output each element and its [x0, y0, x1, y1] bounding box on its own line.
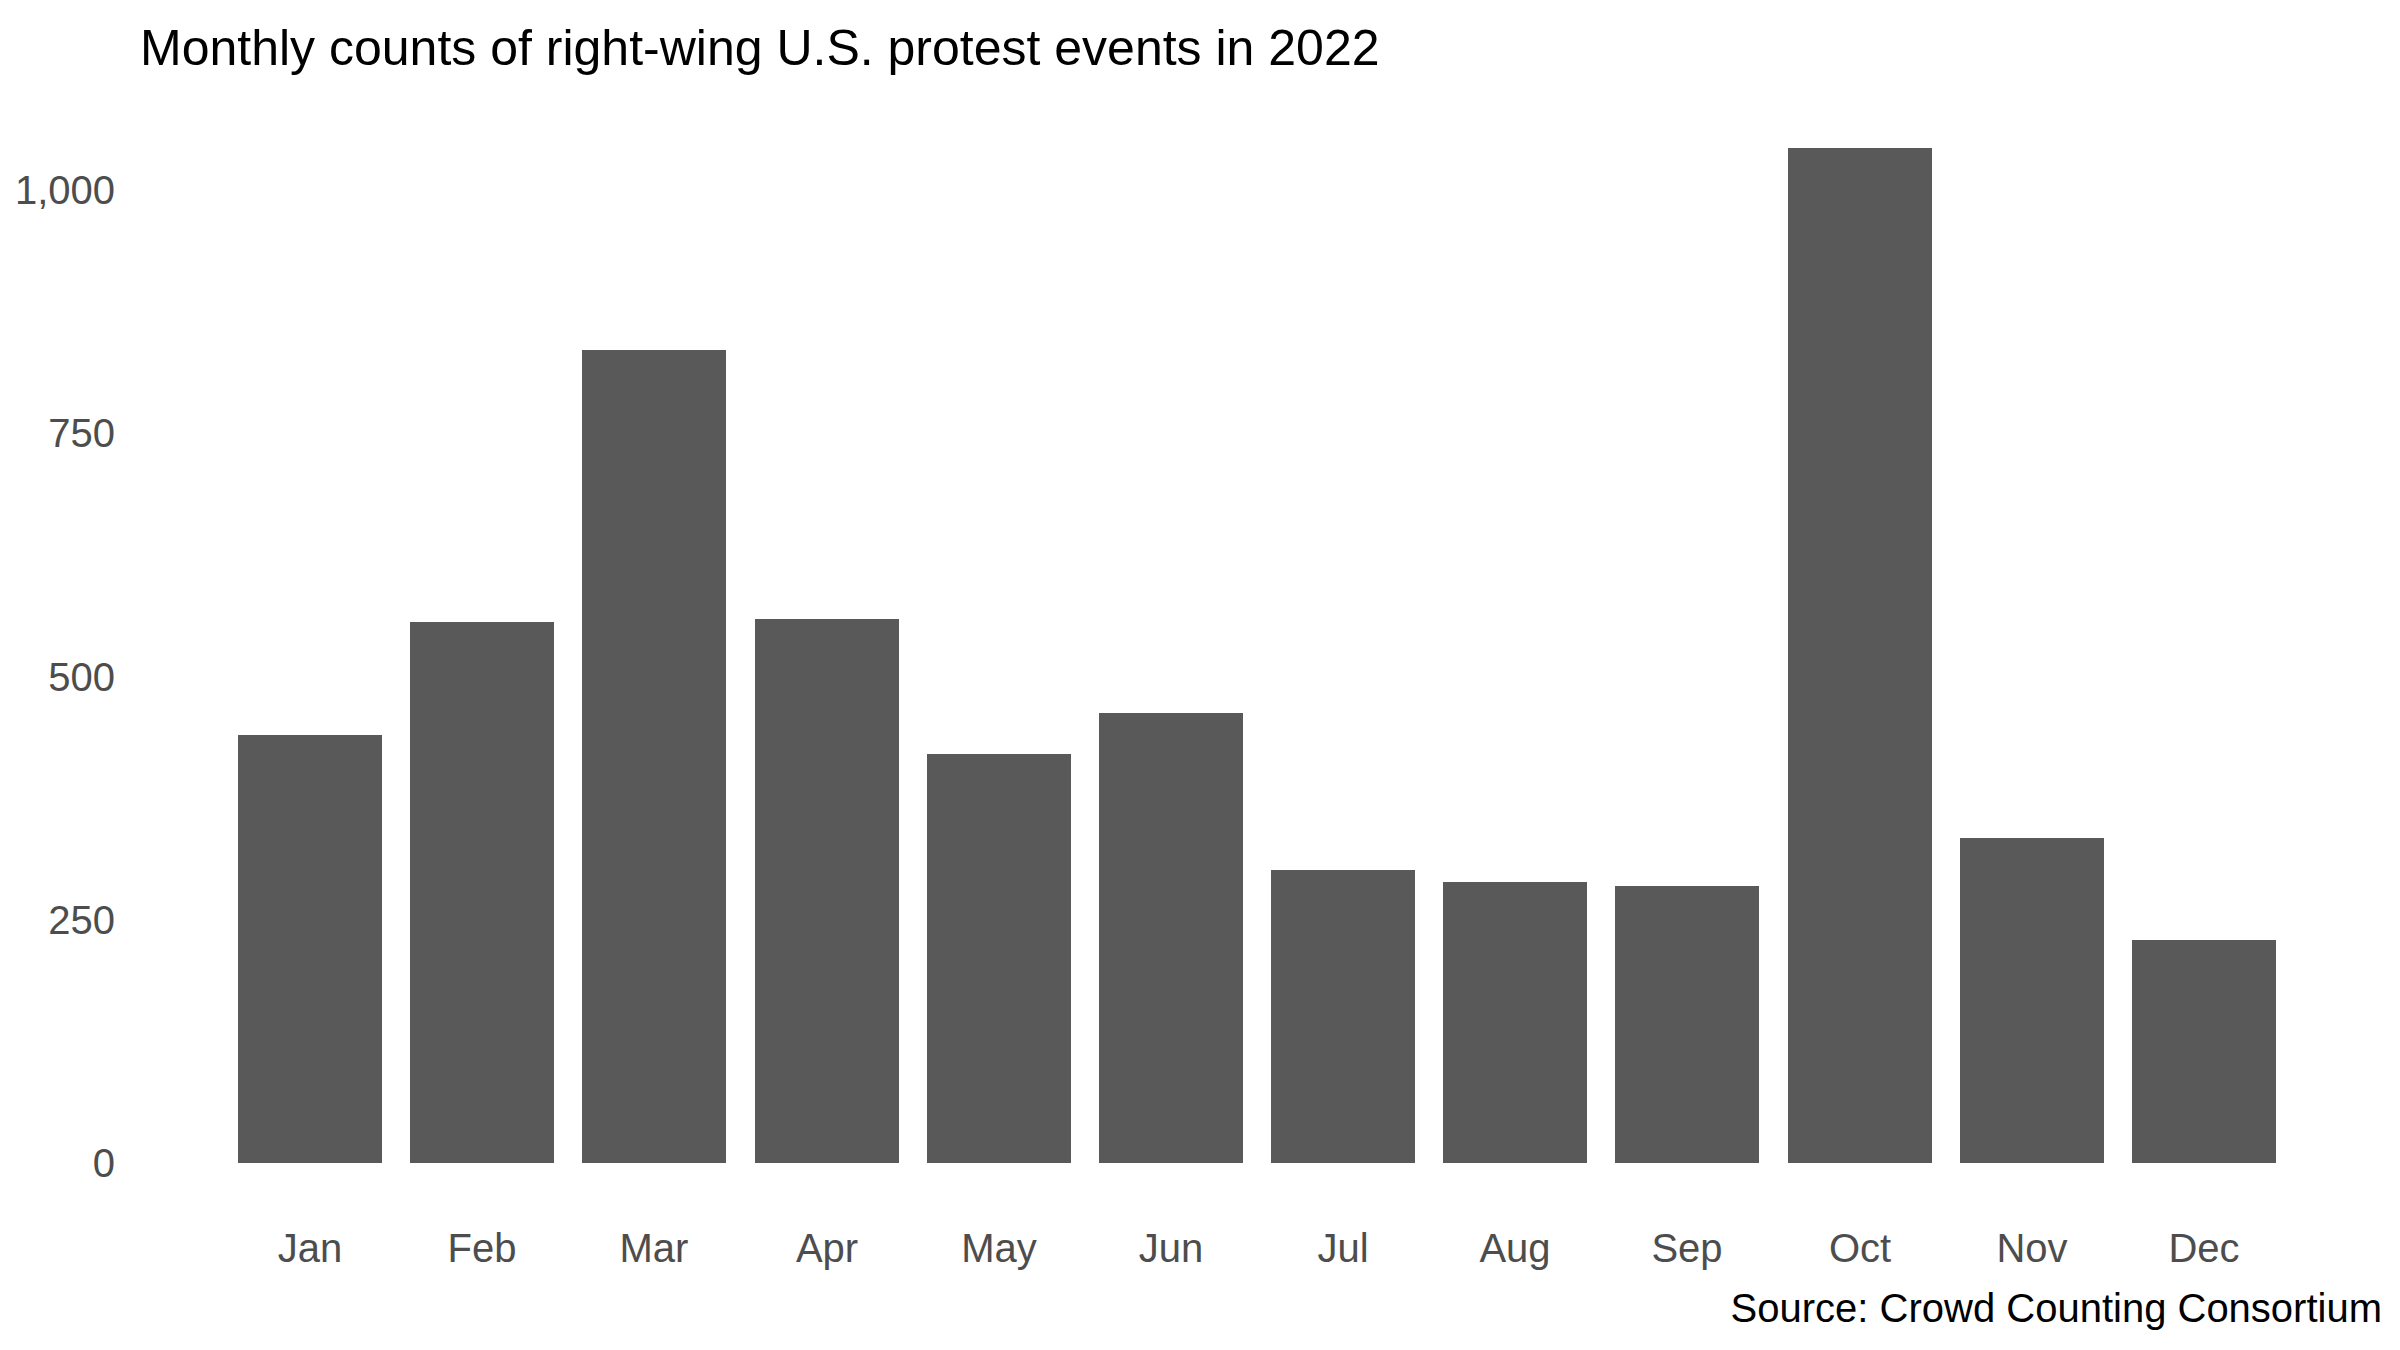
- x-tick-label-jan: Jan: [224, 1224, 396, 1272]
- x-tick-label-may: May: [913, 1224, 1085, 1272]
- x-tick-label-nov: Nov: [1946, 1224, 2118, 1272]
- x-tick-label-jul: Jul: [1257, 1224, 1429, 1272]
- bar-apr: [755, 619, 899, 1163]
- bar-nov: [1960, 838, 2104, 1163]
- x-tick-label-dec: Dec: [2118, 1224, 2290, 1272]
- x-tick-label-mar: Mar: [568, 1224, 740, 1272]
- bar-jan: [238, 735, 382, 1163]
- source-note: Source: Crowd Counting Consortium: [1731, 1284, 2382, 1332]
- y-tick-label: 250: [0, 896, 115, 944]
- bar-aug: [1443, 882, 1587, 1163]
- x-tick-label-sep: Sep: [1601, 1224, 1773, 1272]
- bar-oct: [1788, 148, 1932, 1163]
- bar-jun: [1099, 713, 1243, 1163]
- y-tick-label: 750: [0, 409, 115, 457]
- bar-mar: [582, 350, 726, 1163]
- x-tick-label-jun: Jun: [1085, 1224, 1257, 1272]
- x-tick-label-apr: Apr: [741, 1224, 913, 1272]
- y-tick-label: 500: [0, 653, 115, 701]
- bar-chart: Monthly counts of right-wing U.S. protes…: [0, 0, 2400, 1350]
- y-tick-label: 1,000: [0, 166, 115, 214]
- x-tick-label-oct: Oct: [1774, 1224, 1946, 1272]
- bar-jul: [1271, 870, 1415, 1163]
- bar-dec: [2132, 940, 2276, 1163]
- bar-may: [927, 754, 1071, 1163]
- y-tick-label: 0: [0, 1139, 115, 1187]
- bar-sep: [1615, 886, 1759, 1163]
- bar-feb: [410, 622, 554, 1163]
- x-tick-label-feb: Feb: [396, 1224, 568, 1272]
- chart-title: Monthly counts of right-wing U.S. protes…: [140, 18, 1380, 78]
- x-tick-label-aug: Aug: [1429, 1224, 1601, 1272]
